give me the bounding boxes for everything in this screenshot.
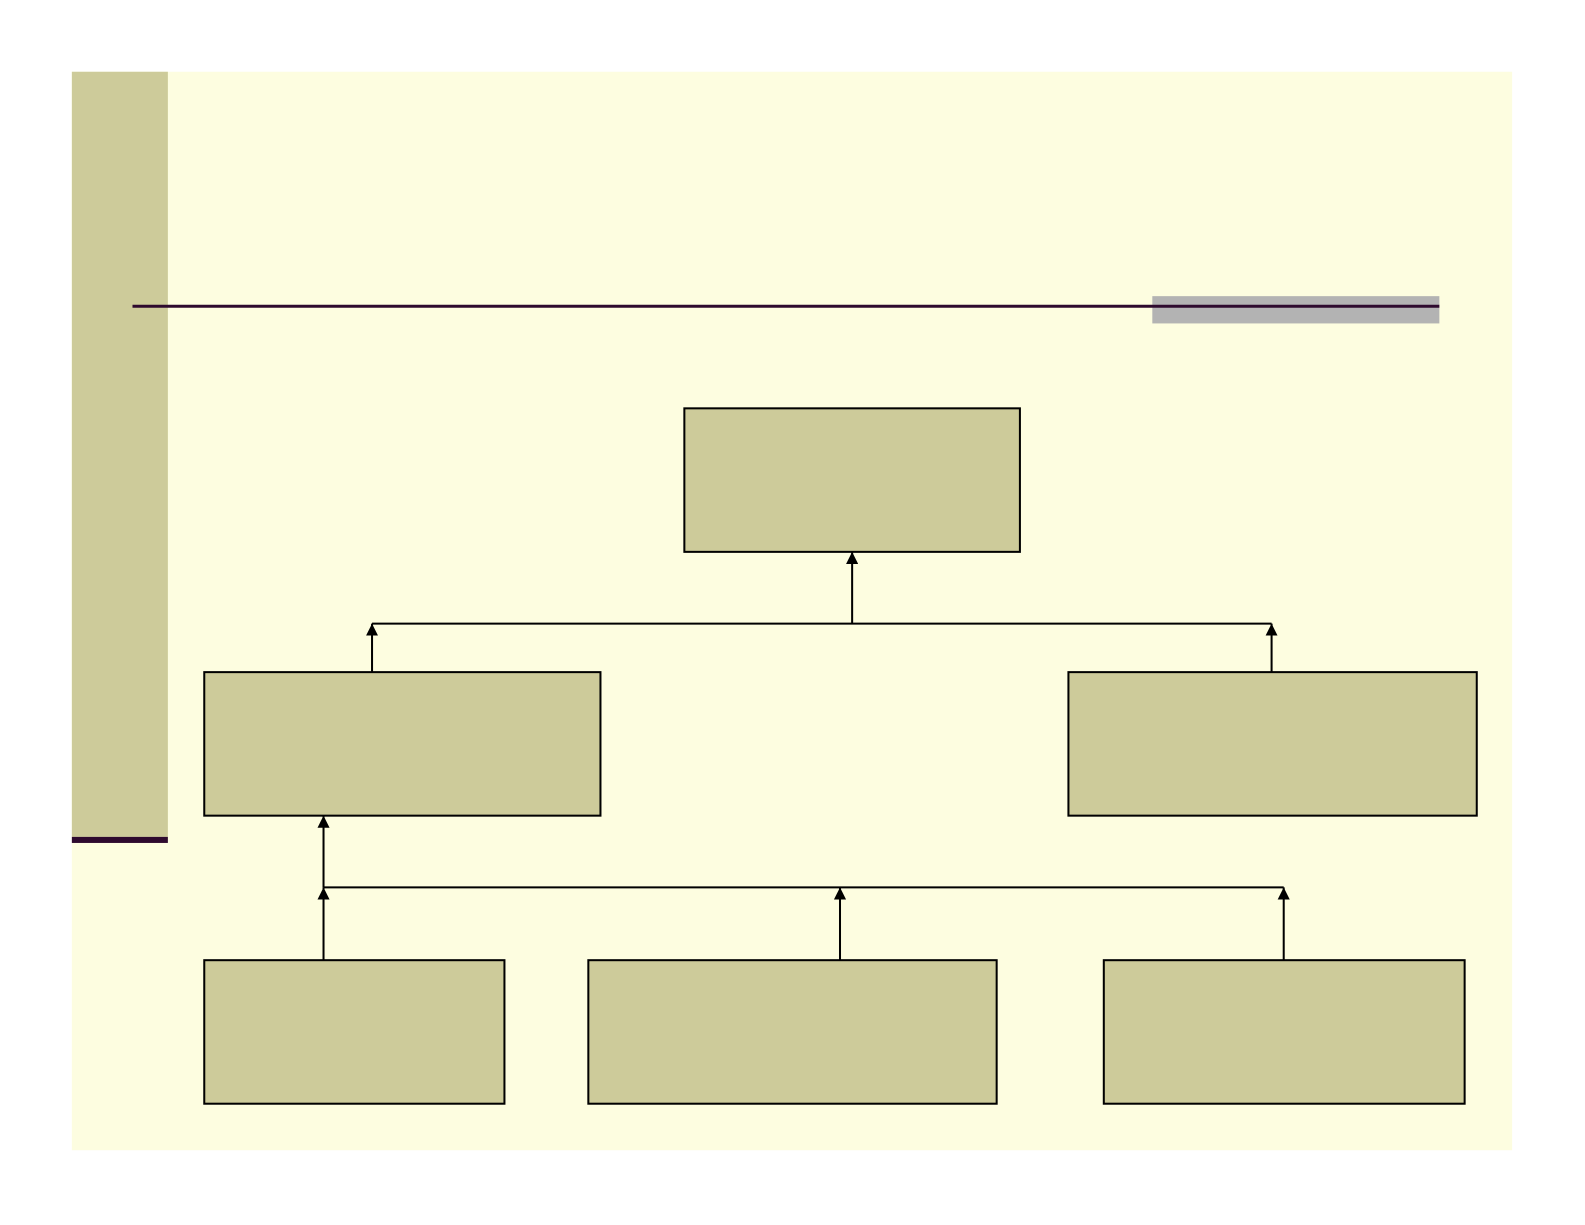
node-bottom-left [203,959,506,1105]
node-top [683,407,1021,553]
node-bottom-right [1102,959,1466,1105]
node-mid-left [203,671,602,817]
node-mid-right [1067,671,1478,817]
side-bar-accent [71,836,168,843]
title-accent [1152,296,1440,324]
node-bottom-center [587,959,998,1105]
side-bar [71,71,168,837]
